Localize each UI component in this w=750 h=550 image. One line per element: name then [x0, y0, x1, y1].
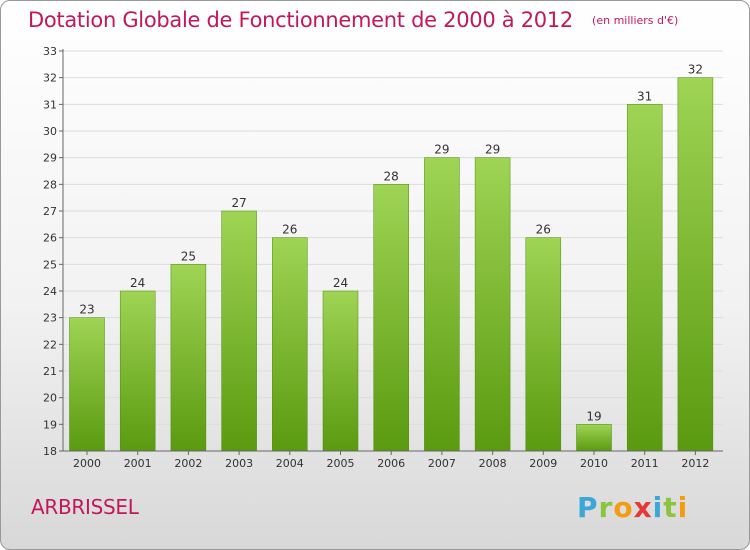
bar-value-label: 28 [384, 169, 399, 183]
bar-value-label: 27 [231, 196, 246, 210]
x-tick-label: 2012 [681, 457, 709, 470]
bar [424, 157, 460, 452]
bar-value-label: 25 [181, 249, 196, 263]
bar-value-label: 26 [536, 223, 551, 237]
bar-value-label: 24 [130, 276, 145, 290]
x-tick-label: 2006 [377, 457, 405, 470]
bar [119, 290, 156, 452]
x-tick-label: 2002 [174, 457, 202, 470]
bar [576, 424, 612, 452]
x-tick-label: 2007 [428, 457, 456, 470]
logo-letter: t [663, 491, 678, 524]
y-tick-label: 21 [43, 365, 57, 378]
axes: 18 19 20 21 22 23 24 25 26 27 28 29 30 31 32 33 2000 2001… [43, 45, 723, 470]
logo-letter: i [677, 491, 689, 524]
logo-letter: o [613, 491, 634, 524]
y-tick-label: 18 [43, 445, 57, 458]
logo-letter: i [652, 491, 664, 524]
x-tick-label: 2008 [479, 457, 507, 470]
x-tick-label: 2000 [73, 457, 101, 470]
y-tick-label: 20 [43, 392, 57, 405]
bar [525, 237, 562, 452]
bar-value-label: 32 [688, 63, 703, 77]
bar [322, 290, 359, 452]
logo-letter: P [577, 491, 599, 524]
bars: 23 24 25 27 26 24 28 29 29 26 19 31 32 [69, 63, 714, 452]
y-tick-label: 27 [43, 205, 57, 218]
x-tick-label: 2001 [124, 457, 152, 470]
y-tick-label: 23 [43, 312, 57, 325]
y-tick-label: 22 [43, 338, 57, 351]
bar [474, 157, 511, 452]
logo-letter: x [633, 491, 653, 524]
bar-value-label: 26 [282, 223, 297, 237]
x-tick-label: 2003 [225, 457, 253, 470]
x-tick-label: 2005 [327, 457, 355, 470]
y-tick-label: 30 [43, 125, 57, 138]
y-tick-label: 29 [43, 152, 57, 165]
bar [272, 237, 308, 452]
bar [221, 210, 257, 452]
chart-title: Dotation Globale de Fonctionnement de 20… [28, 8, 573, 32]
x-tick-label: 2010 [580, 457, 608, 470]
x-tick-label: 2011 [631, 457, 659, 470]
city-name: ARBRISSEL [31, 495, 139, 519]
bar [170, 264, 207, 452]
logo-letter: r [598, 491, 614, 524]
y-tick-label: 28 [43, 178, 57, 191]
y-tick-label: 25 [43, 258, 57, 271]
proxiti-logo[interactable]: Proxiti [577, 491, 688, 524]
y-tick-label: 24 [43, 285, 57, 298]
title-row: Dotation Globale de Fonctionnement de 20… [28, 8, 678, 32]
bar [373, 184, 409, 452]
bar-value-label: 24 [333, 276, 348, 290]
x-tick-label: 2009 [529, 457, 557, 470]
bar-value-label: 19 [586, 409, 601, 423]
y-tick-label: 31 [43, 98, 57, 111]
bar [677, 77, 714, 452]
bar-value-label: 29 [434, 143, 449, 157]
bar [626, 104, 663, 452]
y-tick-label: 26 [43, 232, 57, 245]
y-tick-label: 33 [43, 45, 57, 58]
bar [69, 317, 105, 452]
y-tick-label: 32 [43, 72, 57, 85]
x-tick-label: 2004 [276, 457, 304, 470]
chart-subtitle: (en milliers d'€) [592, 14, 679, 27]
bar-value-label: 29 [485, 143, 500, 157]
bar-value-label: 23 [79, 303, 94, 317]
bar-value-label: 31 [637, 89, 652, 103]
y-tick-label: 19 [43, 418, 57, 431]
